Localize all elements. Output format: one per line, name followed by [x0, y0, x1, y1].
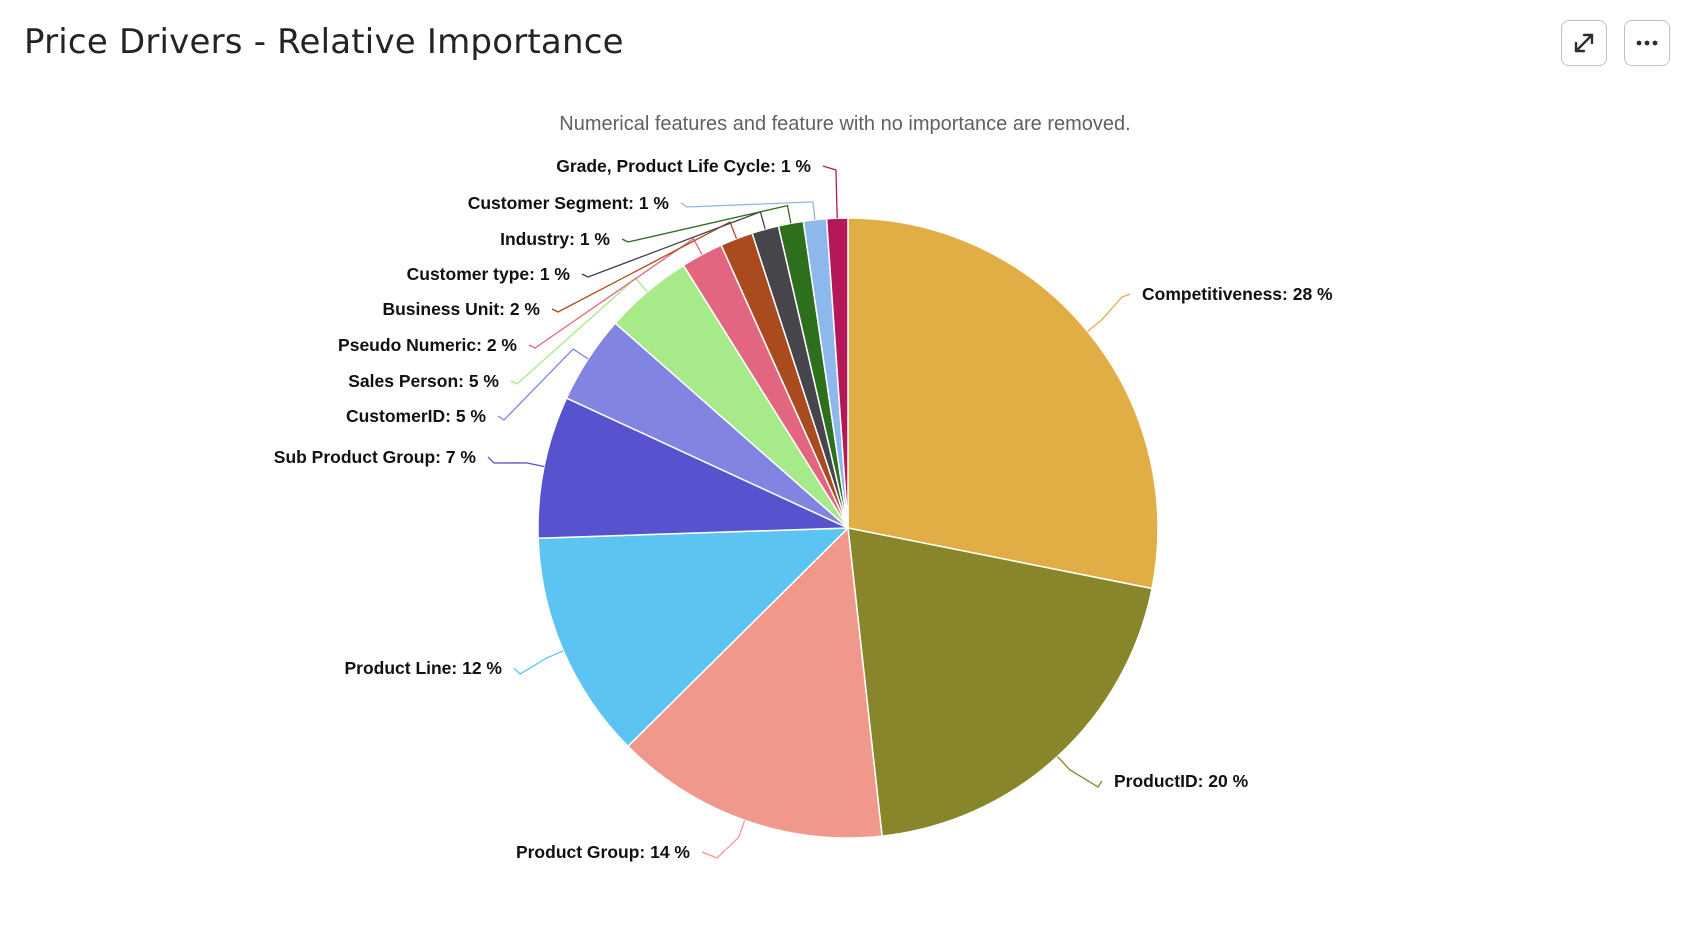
more-options-button[interactable] [1624, 20, 1670, 66]
data-labels: Competitiveness: 28 % ProductID: 20 % Prod… [274, 156, 1333, 862]
pie-slice-product-group[interactable] [627, 527, 883, 839]
connector-productid [1057, 756, 1103, 788]
panel-toolbar [1561, 20, 1670, 66]
connector-sub-product-group [487, 456, 545, 468]
data-label-customer-type: Customer type: 1 % [407, 264, 571, 284]
chart-subtitle: Numerical features and feature with no i… [559, 113, 1130, 135]
pie-slice-productid[interactable] [847, 527, 1153, 837]
data-label-sales-person: Sales Person: 5 % [348, 371, 499, 391]
data-label-grade-product-life-cycle: Grade, Product Life Cycle: 1 % [556, 156, 811, 176]
data-label-sub-product-group: Sub Product Group: 7 % [274, 447, 477, 467]
data-label-productid: ProductID: 20 % [1114, 771, 1249, 791]
connector-competitiveness [1087, 293, 1131, 332]
data-label-industry: Industry: 1 % [500, 229, 610, 249]
connector-customerid [497, 348, 589, 421]
pie-slice-competitiveness[interactable] [847, 217, 1159, 590]
connector-pseudo-numeric [528, 237, 703, 349]
data-label-product-line: Product Line: 12 % [344, 658, 502, 678]
data-label-pseudo-numeric: Pseudo Numeric: 2 % [338, 335, 517, 355]
connector-product-group [701, 820, 746, 859]
connector-product-line [513, 650, 564, 675]
connector-business-unit [551, 221, 738, 313]
data-label-competitiveness: Competitiveness: 28 % [1142, 284, 1333, 304]
more-dots-icon [1636, 40, 1658, 46]
pie-slices [537, 217, 1159, 839]
data-label-product-group: Product Group: 14 % [516, 842, 690, 862]
expand-arrows-icon [1574, 33, 1594, 53]
panel-title: Price Drivers - Relative Importance [24, 22, 624, 62]
data-label-business-unit: Business Unit: 2 % [382, 299, 540, 319]
connector-grade-product-life-cycle [822, 165, 838, 219]
connector-customer-segment [680, 201, 816, 220]
connector-sales-person [510, 277, 648, 385]
label-connectors [487, 165, 1131, 859]
data-label-customerid: CustomerID: 5 % [346, 406, 486, 426]
data-label-customer-segment: Customer Segment: 1 % [468, 193, 670, 213]
connector-customer-type [581, 211, 766, 278]
expand-button[interactable] [1561, 20, 1607, 66]
connector-industry [621, 204, 792, 243]
